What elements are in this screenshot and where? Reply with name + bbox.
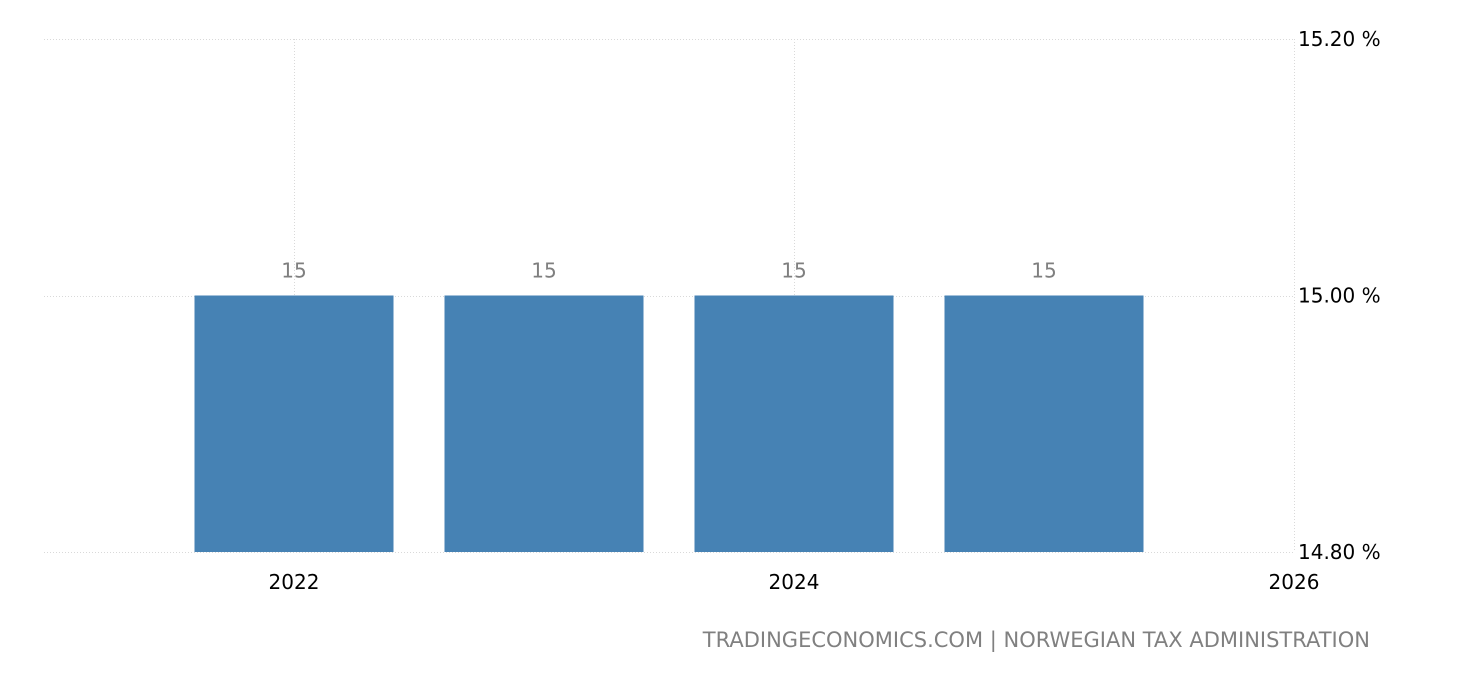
source-credit: TRADINGECONOMICS.COM | NORWEGIAN TAX ADM… <box>702 628 1370 652</box>
bar-value-label: 15 <box>1031 259 1056 283</box>
y-tick-label: 14.80 % <box>1298 540 1381 564</box>
bar[interactable] <box>944 295 1144 553</box>
bar-value-label: 15 <box>281 259 306 283</box>
y-axis-ticks: 15.20 % 15.00 % 14.80 % <box>1298 27 1381 564</box>
bar-value-label: 15 <box>781 259 806 283</box>
x-tick-label: 2022 <box>269 570 320 594</box>
y-tick-label: 15.00 % <box>1298 284 1381 308</box>
x-tick-label: 2024 <box>769 570 820 594</box>
x-axis-ticks: 2022 2024 2026 <box>269 570 1320 594</box>
bar-value-label: 15 <box>531 259 556 283</box>
bar[interactable] <box>694 295 894 553</box>
bar[interactable] <box>444 295 644 553</box>
x-tick-label: 2026 <box>1269 570 1320 594</box>
bar[interactable] <box>194 295 394 553</box>
bars <box>194 295 1144 553</box>
y-tick-label: 15.20 % <box>1298 27 1381 51</box>
bar-labels: 15 15 15 15 <box>281 259 1056 283</box>
